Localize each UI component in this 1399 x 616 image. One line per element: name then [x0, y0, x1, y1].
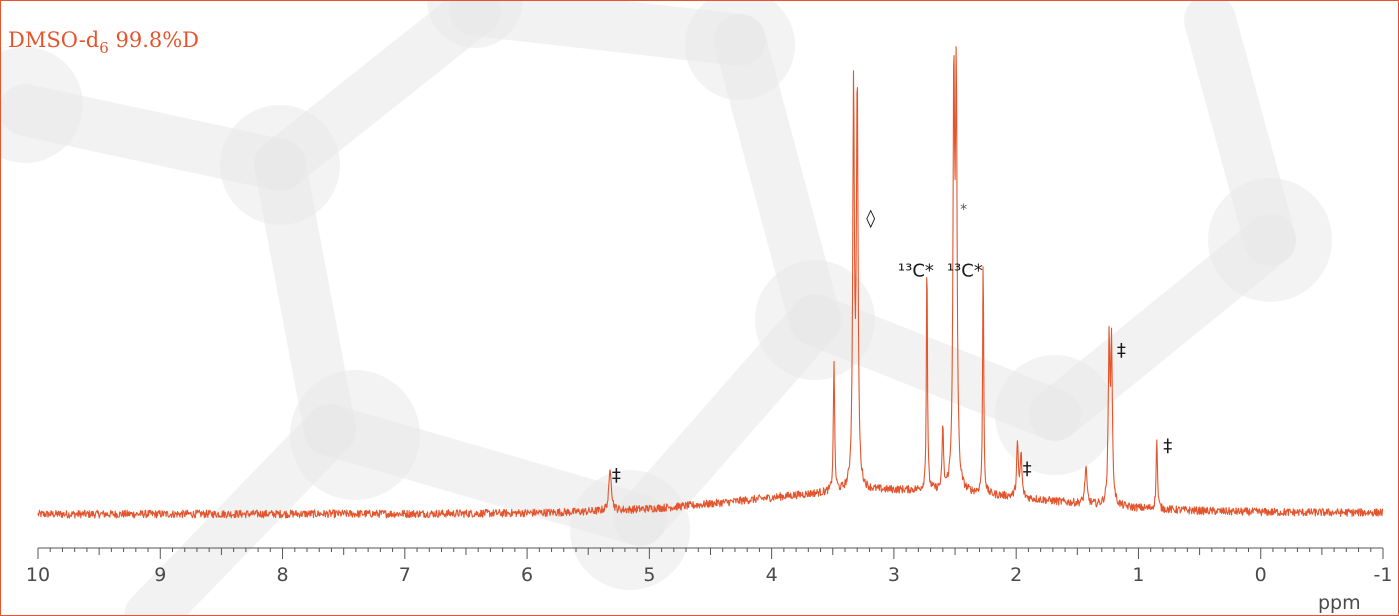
molecule-background-decoration — [0, 0, 1332, 616]
x-axis-tick-label: 10 — [26, 564, 50, 586]
peak-annotation-label: * — [960, 202, 967, 218]
spectrum-trace — [37, 46, 1384, 519]
x-axis-tick-label: 6 — [521, 564, 533, 586]
x-axis-tick-label: 1 — [1132, 564, 1144, 586]
x-axis-tick-label: 9 — [154, 564, 166, 586]
x-axis-tick-label: 2 — [1010, 564, 1022, 586]
x-axis-tick-label: 4 — [766, 564, 778, 586]
x-axis-unit-label: ppm — [1318, 592, 1361, 614]
peak-annotation-label: ‡ — [1117, 340, 1126, 361]
peak-annotation-label: ¹³C* — [947, 261, 983, 282]
peak-annotation-label: ¹³C* — [898, 261, 934, 282]
x-axis-tick-label: 8 — [276, 564, 288, 586]
x-axis-ticks — [37, 548, 1384, 559]
peak-annotation-label: ◊ — [866, 208, 875, 229]
peak-annotation-label: ‡ — [1163, 436, 1172, 457]
peak-annotation-label: ‡ — [1023, 459, 1032, 480]
chart-title: DMSO-d6 99.8%D — [8, 28, 199, 57]
peak-annotations: ‡ ◊ ¹³C* * ¹³C* ‡ ‡ ‡ — [612, 202, 1172, 486]
peak-annotation-label: ‡ — [612, 465, 621, 486]
x-axis-tick-labels: 10 9 8 7 6 5 4 3 2 1 0 -1 — [26, 564, 1393, 586]
x-axis-tick-label: 0 — [1255, 564, 1267, 586]
x-axis-tick-label: 5 — [643, 564, 655, 586]
x-axis-tick-label: 7 — [399, 564, 411, 586]
x-axis-tick-label: -1 — [1374, 564, 1393, 586]
x-axis-tick-label: 3 — [888, 564, 900, 586]
